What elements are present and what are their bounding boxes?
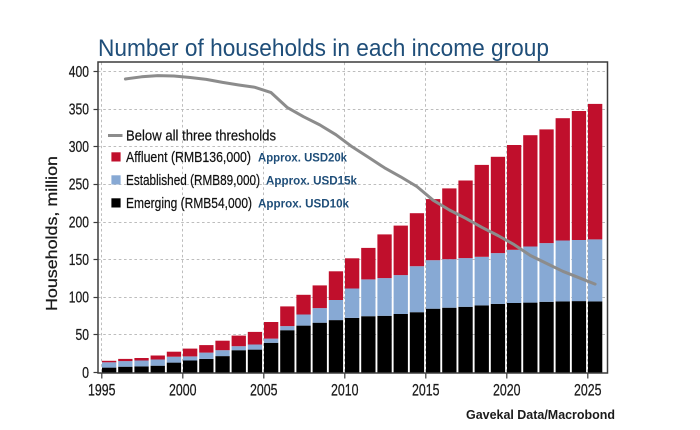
svg-text:400: 400 [69, 64, 89, 81]
svg-text:300: 300 [69, 139, 89, 156]
svg-text:0: 0 [82, 365, 89, 382]
svg-text:2015: 2015 [412, 382, 440, 400]
svg-text:350: 350 [69, 101, 89, 118]
svg-text:Households, million: Households, million [44, 156, 61, 311]
svg-text:100: 100 [69, 290, 89, 307]
svg-text:2025: 2025 [574, 382, 602, 400]
svg-text:2005: 2005 [250, 382, 278, 400]
svg-text:Approx. USD20k: Approx. USD20k [258, 151, 347, 165]
svg-text:Below all three thresholds: Below all three thresholds [126, 129, 276, 145]
svg-text:Number of households in each i: Number of households in each income grou… [98, 36, 549, 62]
svg-text:Emerging (RMB54,000): Emerging (RMB54,000) [126, 196, 252, 212]
svg-text:250: 250 [69, 177, 89, 194]
svg-text:2000: 2000 [169, 382, 197, 400]
svg-text:2020: 2020 [493, 382, 521, 400]
svg-text:Gavekal Data/Macrobond: Gavekal Data/Macrobond [466, 407, 615, 422]
svg-text:200: 200 [69, 214, 89, 231]
svg-text:Approx. USD15k: Approx. USD15k [266, 174, 357, 188]
svg-text:Affluent (RMB136,000): Affluent (RMB136,000) [126, 150, 251, 166]
svg-text:150: 150 [69, 252, 89, 269]
svg-text:1995: 1995 [88, 382, 116, 400]
svg-text:Approx. USD10k: Approx. USD10k [258, 197, 349, 211]
svg-text:50: 50 [76, 327, 90, 344]
svg-text:Established (RMB89,000): Established (RMB89,000) [126, 173, 260, 189]
svg-text:2010: 2010 [331, 382, 359, 400]
